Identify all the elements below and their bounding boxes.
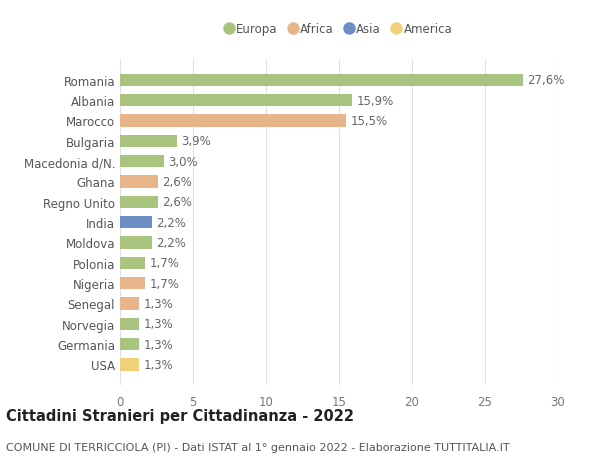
Bar [120,176,158,188]
Bar [120,156,164,168]
Text: 15,5%: 15,5% [350,115,388,128]
Bar [120,277,145,290]
Text: 1,7%: 1,7% [149,257,179,270]
Text: COMUNE DI TERRICCIOLA (PI) - Dati ISTAT al 1° gennaio 2022 - Elaborazione TUTTIT: COMUNE DI TERRICCIOLA (PI) - Dati ISTAT … [6,442,509,452]
Bar [120,115,346,127]
Text: 1,3%: 1,3% [143,297,173,310]
Bar [120,237,152,249]
Bar [120,298,139,310]
Text: 27,6%: 27,6% [527,74,565,87]
Text: 2,6%: 2,6% [163,175,192,189]
Text: 3,0%: 3,0% [168,155,198,168]
Text: 1,7%: 1,7% [149,277,179,290]
Bar [120,196,158,208]
Bar [120,318,139,330]
Bar [120,257,145,269]
Bar [120,338,139,351]
Bar [120,74,523,87]
Text: 2,6%: 2,6% [163,196,192,209]
Text: 2,2%: 2,2% [157,236,187,249]
Legend: Europa, Africa, Asia, America: Europa, Africa, Asia, America [226,23,452,36]
Bar [120,95,352,107]
Text: 1,3%: 1,3% [143,338,173,351]
Text: 1,3%: 1,3% [143,318,173,330]
Text: Cittadini Stranieri per Cittadinanza - 2022: Cittadini Stranieri per Cittadinanza - 2… [6,408,354,423]
Text: 15,9%: 15,9% [356,95,394,107]
Bar [120,135,177,147]
Text: 1,3%: 1,3% [143,358,173,371]
Text: 2,2%: 2,2% [157,216,187,229]
Text: 3,9%: 3,9% [181,135,211,148]
Bar [120,217,152,229]
Bar [120,358,139,371]
